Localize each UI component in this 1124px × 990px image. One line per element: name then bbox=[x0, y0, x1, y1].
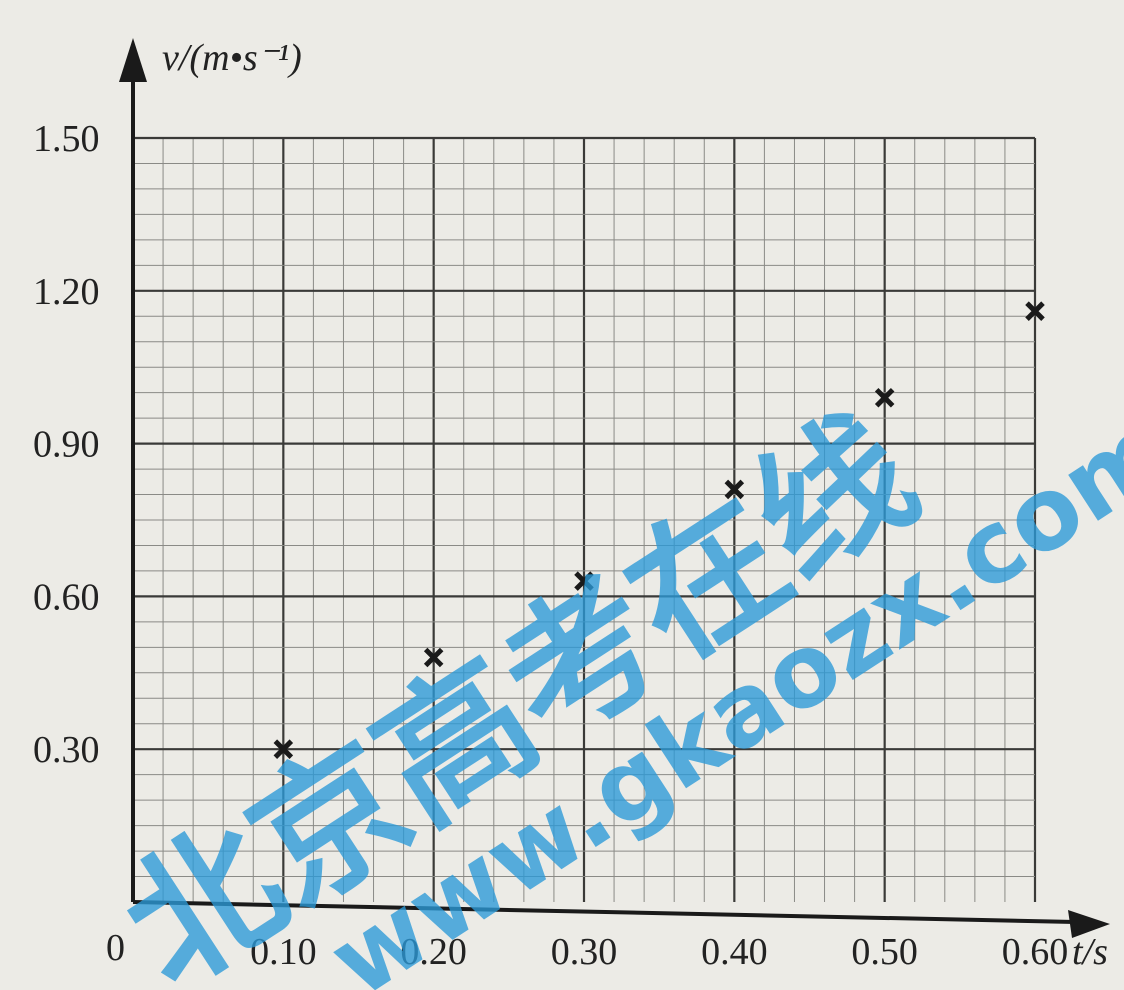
x-tick-label: 0.10 bbox=[250, 931, 317, 973]
watermark: 北京高考在线 www.gkaozx.com bbox=[95, 384, 1124, 990]
data-points bbox=[273, 301, 1045, 759]
origin-label: 0 bbox=[106, 927, 125, 969]
y-tick-label: 0.60 bbox=[33, 576, 100, 618]
data-point-stroke bbox=[423, 647, 444, 668]
x-tick-label: 0.50 bbox=[851, 931, 918, 973]
x-axis-line bbox=[132, 900, 1076, 924]
tick-labels: 0 0.10 0.20 0.30 0.40 0.50 0.60 0.30 0.60 0.90 1.… bbox=[33, 118, 1068, 973]
x-tick-label: 0.20 bbox=[400, 931, 467, 973]
data-point-stroke bbox=[724, 479, 745, 500]
data-point bbox=[273, 739, 294, 759]
data-point bbox=[1025, 301, 1045, 321]
data-point bbox=[574, 571, 594, 591]
x-axis-arrow bbox=[1068, 910, 1110, 938]
x-tick-label: 0.60 bbox=[1002, 931, 1069, 973]
y-tick-label: 1.20 bbox=[33, 271, 100, 313]
y-tick-label: 0.30 bbox=[33, 729, 100, 771]
grid bbox=[133, 136, 1037, 902]
data-point-stroke bbox=[1025, 301, 1045, 321]
y-tick-label: 0.90 bbox=[33, 424, 100, 466]
data-point-stroke bbox=[574, 571, 594, 591]
x-axis-label: t/s bbox=[1072, 931, 1108, 973]
data-point bbox=[874, 387, 895, 408]
x-tick-label: 0.40 bbox=[701, 931, 768, 973]
data-point-stroke bbox=[874, 387, 895, 408]
data-point bbox=[423, 647, 444, 668]
y-tick-label: 1.50 bbox=[33, 118, 100, 160]
data-point-stroke bbox=[273, 739, 294, 759]
axes bbox=[119, 38, 1110, 938]
y-axis-label: v/(m•s⁻¹) bbox=[162, 37, 302, 79]
x-tick-label: 0.30 bbox=[551, 931, 618, 973]
y-axis-arrow bbox=[119, 38, 147, 82]
data-point bbox=[724, 479, 745, 500]
